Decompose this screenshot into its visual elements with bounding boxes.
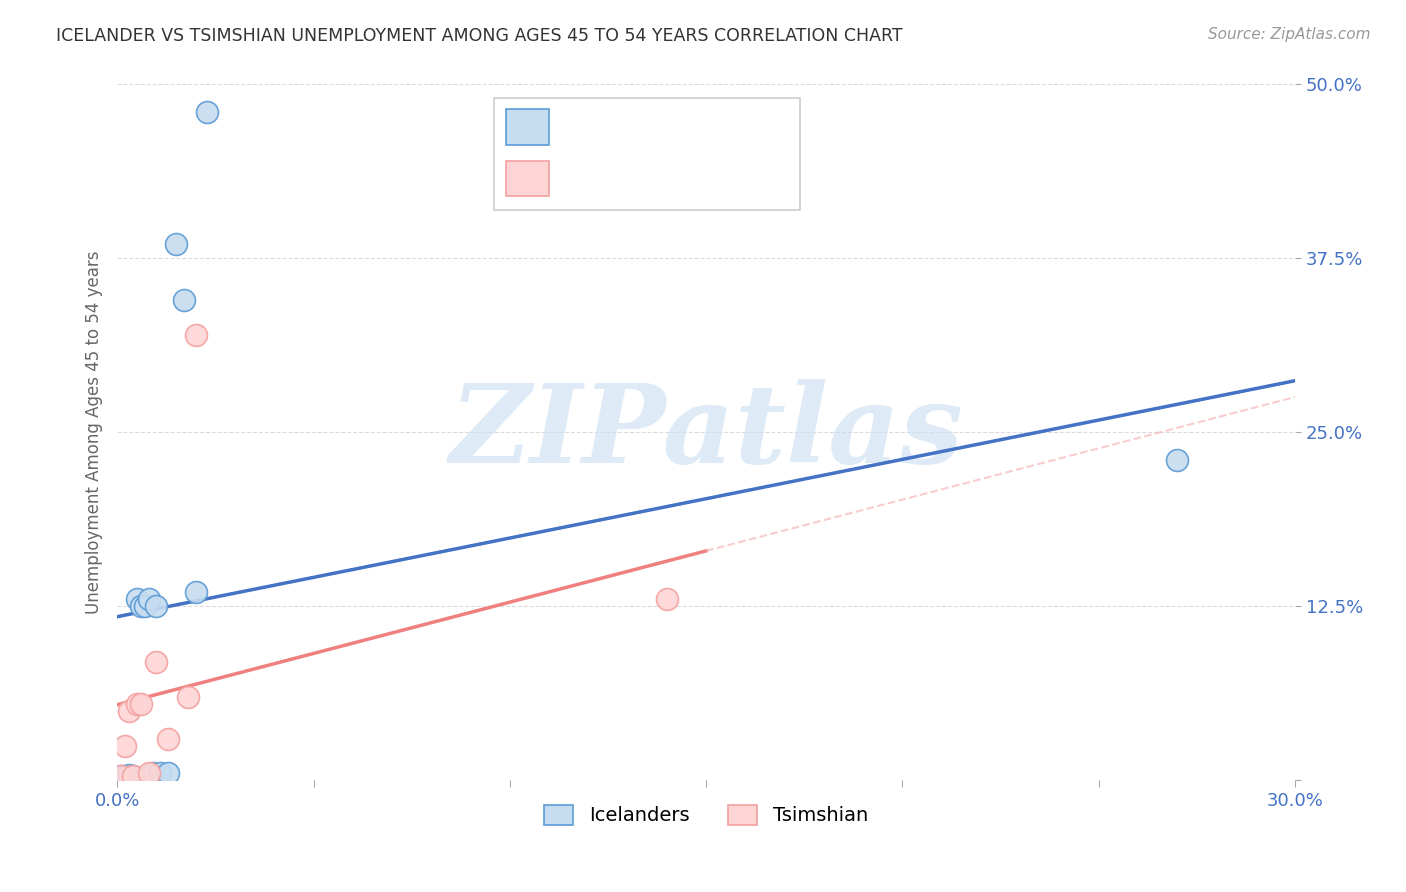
Legend: Icelanders, Tsimshian: Icelanders, Tsimshian	[536, 797, 876, 833]
Point	[110, 769, 132, 783]
Point	[125, 697, 148, 711]
Point	[145, 655, 167, 669]
Point	[157, 766, 180, 780]
Point	[655, 592, 678, 607]
Point	[141, 766, 163, 780]
Point	[118, 768, 141, 782]
Point	[129, 599, 152, 614]
Point	[157, 731, 180, 746]
Point	[184, 328, 207, 343]
Point	[122, 769, 145, 783]
Point	[118, 704, 141, 718]
Point	[165, 237, 187, 252]
Point	[177, 690, 200, 704]
Point	[184, 585, 207, 599]
Point	[149, 766, 172, 780]
Text: Source: ZipAtlas.com: Source: ZipAtlas.com	[1208, 27, 1371, 42]
Point	[125, 592, 148, 607]
Y-axis label: Unemployment Among Ages 45 to 54 years: Unemployment Among Ages 45 to 54 years	[86, 251, 103, 614]
Point	[145, 599, 167, 614]
Point	[134, 599, 156, 614]
Point	[138, 592, 160, 607]
Point	[138, 766, 160, 780]
Point	[173, 293, 195, 308]
Point	[197, 105, 219, 120]
Text: ICELANDER VS TSIMSHIAN UNEMPLOYMENT AMONG AGES 45 TO 54 YEARS CORRELATION CHART: ICELANDER VS TSIMSHIAN UNEMPLOYMENT AMON…	[56, 27, 903, 45]
Point	[110, 769, 132, 783]
Point	[1166, 453, 1188, 467]
Point	[122, 769, 145, 783]
Point	[114, 739, 136, 753]
Point	[129, 697, 152, 711]
Text: ZIPatlas: ZIPatlas	[449, 378, 963, 486]
Point	[114, 769, 136, 783]
